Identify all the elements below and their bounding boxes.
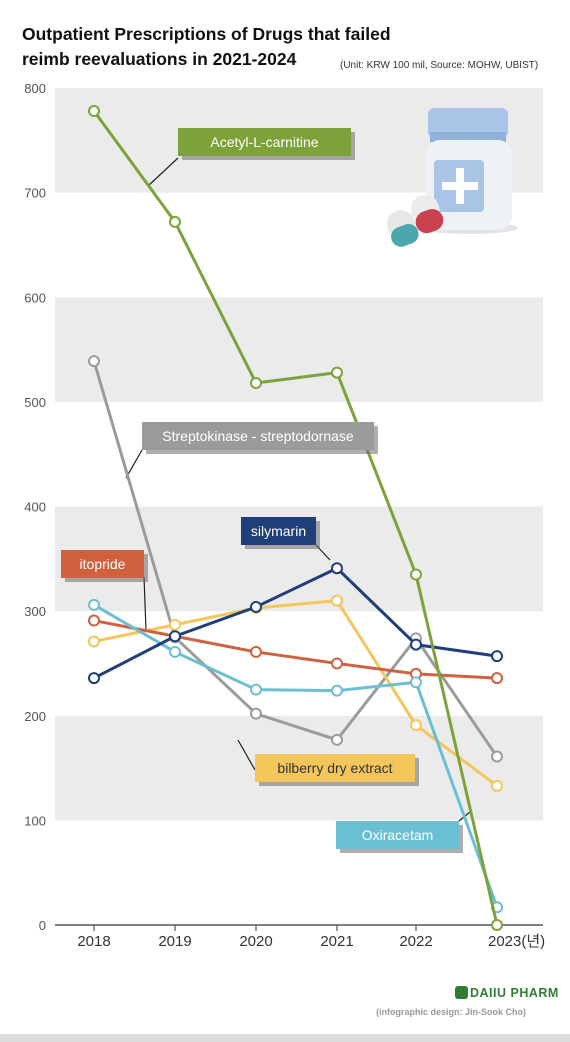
data-point [410, 568, 422, 581]
data-point [169, 215, 181, 228]
y-tick-label: 500 [24, 395, 46, 410]
leader-line [237, 739, 256, 771]
series-label: Oxiracetam [336, 821, 463, 853]
series-line [93, 599, 498, 788]
capsule-icon [386, 194, 444, 247]
series-label: Acetyl-L-carnitine [178, 128, 355, 160]
series-label: itopride [61, 550, 148, 582]
x-tick-label: 2023(년) [488, 933, 545, 950]
data-point [88, 635, 100, 648]
data-point [250, 377, 262, 390]
series-label-text: Streptokinase - streptodornase [162, 428, 354, 444]
data-point [491, 650, 503, 663]
series-line [92, 110, 499, 926]
series-label-text: Oxiracetam [362, 827, 434, 843]
series-label-box [255, 754, 415, 782]
series-label: Streptokinase - streptodornase [142, 422, 378, 454]
series-1 [88, 355, 503, 763]
data-point [169, 618, 181, 631]
y-tick-label: 200 [24, 709, 46, 724]
data-point [250, 645, 262, 658]
data-point [410, 719, 422, 732]
series-label-box [61, 550, 144, 578]
leader-line [125, 449, 143, 479]
brand-logo: DAIIU PHARM [455, 986, 559, 1000]
series-line [92, 360, 499, 758]
data-point [491, 750, 503, 763]
x-tick-label: 2022 [399, 933, 432, 950]
series-label-box [336, 821, 459, 849]
data-point [250, 707, 262, 720]
title-line-1: Outpatient Prescriptions of Drugs that f… [22, 24, 391, 44]
data-point [491, 919, 503, 931]
data-point [331, 594, 343, 607]
series-0 [88, 105, 503, 931]
data-point [410, 676, 422, 689]
series-label-text: bilberry dry extract [277, 760, 392, 776]
data-point [169, 630, 181, 643]
design-credit: (infographic design: Jin-Sook Cho) [376, 1007, 526, 1017]
series-label-box [142, 422, 374, 450]
series-label-box [178, 128, 351, 156]
y-tick-label: 300 [24, 604, 46, 619]
y-tick-label: 800 [24, 81, 46, 96]
y-axis-ticks: 0 100 200 300 400 500 600 700 800 [24, 81, 46, 933]
data-point [491, 779, 503, 792]
x-tick-label: 2021 [320, 933, 353, 950]
title-line-2: reimb reevaluations in 2021-2024 [22, 49, 297, 69]
series-lines [88, 105, 503, 931]
series-label-box [241, 517, 316, 545]
y-tick-label: 600 [24, 290, 46, 305]
data-point [88, 355, 100, 368]
y-tick-label: 100 [24, 813, 46, 828]
data-point [88, 672, 100, 685]
x-tick-label: 2019 [158, 933, 191, 950]
series-label-text: Acetyl-L-carnitine [210, 134, 318, 150]
data-point [331, 733, 343, 746]
data-point [250, 600, 262, 613]
unit-note: (Unit: KRW 100 mil, Source: MOHW, UBIST) [340, 60, 539, 71]
data-point [250, 683, 262, 696]
data-point [331, 684, 343, 697]
x-tick-label: 2020 [239, 933, 272, 950]
series-2 [88, 562, 503, 685]
grid-band [55, 297, 543, 402]
x-tick-label: 2018 [77, 933, 110, 950]
brand-name: DAIIU PHARM [470, 986, 559, 1000]
series-line [93, 619, 498, 680]
data-point [88, 614, 100, 627]
series-label: silymarin [241, 517, 320, 549]
pill-bottle-icon [386, 108, 518, 247]
data-point [169, 645, 181, 658]
data-point [491, 672, 503, 685]
data-point [410, 638, 422, 651]
data-point [88, 598, 100, 611]
series-3 [88, 614, 503, 685]
series-label-text: silymarin [251, 523, 306, 539]
y-tick-label: 700 [24, 186, 46, 201]
data-point [88, 105, 100, 118]
leader-line [147, 157, 179, 187]
bottom-bar [0, 1034, 570, 1042]
chart-title: Outpatient Prescriptions of Drugs that f… [22, 22, 442, 72]
y-tick-label: 400 [24, 500, 46, 515]
data-point [331, 366, 343, 379]
x-axis: 2018 2019 2020 2021 2022 2023(년) [55, 924, 545, 950]
y-tick-label: 0 [39, 918, 46, 933]
data-point [331, 657, 343, 670]
data-point [331, 562, 343, 575]
series-label: bilberry dry extract [255, 754, 419, 786]
series-label-text: itopride [80, 556, 126, 572]
series-labels: Acetyl-L-carnitine Streptokinase - strept… [61, 128, 463, 853]
series-line [93, 566, 498, 680]
leader-line [143, 576, 147, 631]
